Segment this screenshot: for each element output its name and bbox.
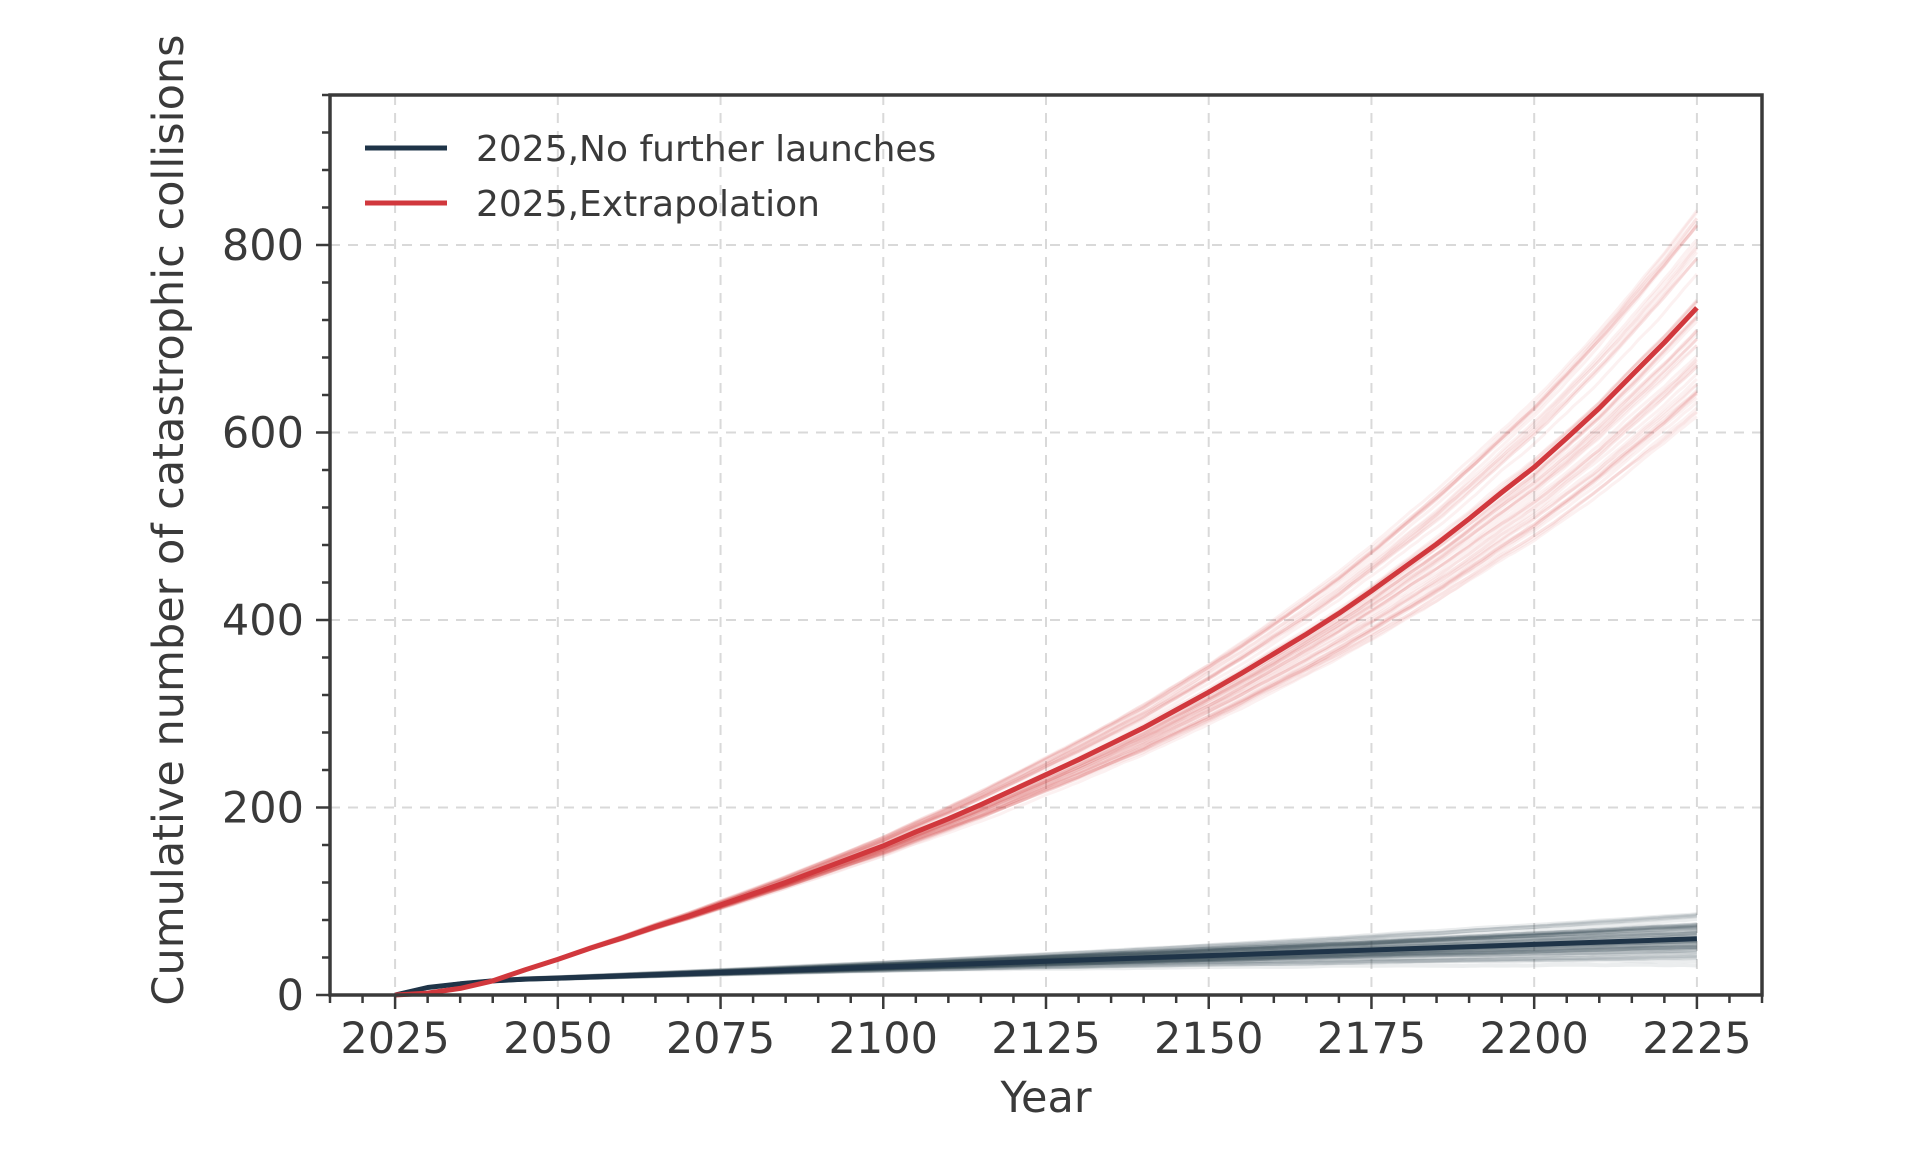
series-line-no-further-launches (394, 936, 1697, 998)
x-tick-label: 2050 (503, 1014, 612, 1064)
y-tick-label: 800 (222, 221, 304, 271)
series-lines (394, 306, 1699, 998)
x-axis-label: Year (999, 1073, 1091, 1123)
ensemble-run-line (395, 372, 1698, 997)
x-tick-labels: 2025 2050 2075 2100 2125 2150 2175 2200 2225 (340, 1014, 1751, 1064)
legend: 2025,No further launches 2025,Extrapolat… (365, 129, 936, 225)
legend-label-extrapolation: 2025,Extrapolation (476, 184, 820, 225)
ensemble-run-line (395, 273, 1699, 997)
y-axis-label: Cumulative number of catastrophic collis… (144, 34, 194, 1005)
ensemble-run-line (395, 223, 1699, 997)
y-tick-labels: 0 200 400 600 800 (222, 221, 304, 1021)
y-tick-label: 400 (222, 596, 304, 646)
grid (330, 95, 1762, 995)
x-tick-label: 2225 (1642, 1014, 1751, 1064)
x-tick-label: 2025 (340, 1014, 449, 1064)
ensemble-run-line (395, 223, 1699, 997)
x-tick-label: 2150 (1154, 1014, 1263, 1064)
x-tick-label: 2200 (1479, 1014, 1588, 1064)
legend-label-no-further-launches: 2025,No further launches (476, 129, 936, 170)
x-tick-label: 2075 (666, 1014, 775, 1064)
x-tick-label: 2100 (829, 1014, 938, 1064)
series-line-extrapolation (394, 306, 1699, 998)
axis-ticks (316, 93, 1764, 1009)
x-tick-label: 2175 (1317, 1014, 1426, 1064)
x-tick-label: 2125 (991, 1014, 1100, 1064)
y-tick-label: 200 (222, 784, 304, 834)
y-tick-label: 600 (222, 409, 304, 459)
y-tick-label: 0 (277, 971, 304, 1021)
ensemble-run-line (395, 224, 1699, 997)
ensemble-run-line (395, 225, 1699, 997)
